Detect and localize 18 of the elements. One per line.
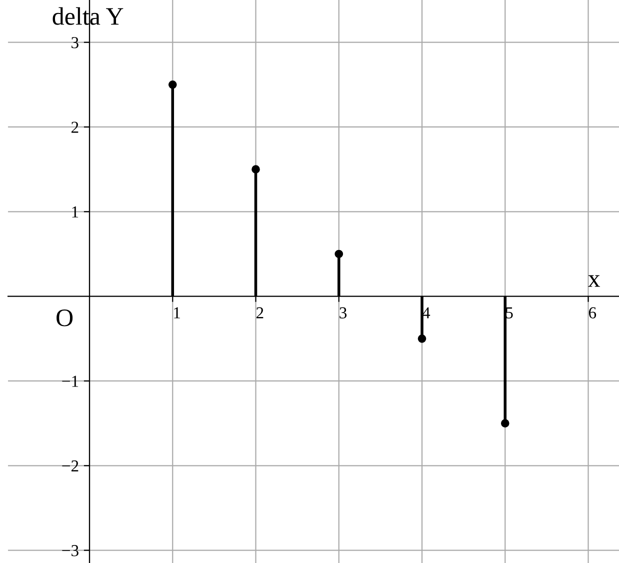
x-tick-label: 6 xyxy=(588,307,596,318)
x-tick-label: 2 xyxy=(256,307,264,318)
x-axis-title: x xyxy=(588,275,600,287)
point xyxy=(418,334,426,343)
point xyxy=(334,250,344,258)
x-tick-label: 1 xyxy=(174,307,180,318)
y-tick-label: −1 xyxy=(62,376,78,387)
point xyxy=(500,419,510,428)
y-tick-label: 2 xyxy=(71,122,78,133)
y-tick-label: 1 xyxy=(72,206,78,218)
y-tick-label: −2 xyxy=(62,460,78,472)
x-tick-label: 5 xyxy=(506,307,513,318)
y-tick-label: −3 xyxy=(62,545,78,556)
point xyxy=(168,80,177,89)
y-tick-label: 3 xyxy=(72,37,78,48)
point xyxy=(252,165,260,174)
x-tick-label: 3 xyxy=(340,307,347,318)
annotation: O xyxy=(56,309,73,326)
